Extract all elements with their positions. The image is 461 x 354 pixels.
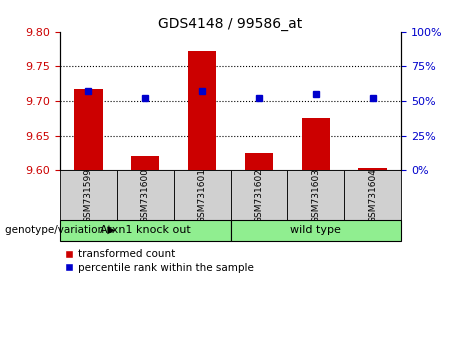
Legend: transformed count, percentile rank within the sample: transformed count, percentile rank withi… [65,250,254,273]
Text: Atxn1 knock out: Atxn1 knock out [100,225,190,235]
Bar [188,51,216,170]
Text: wild type: wild type [290,225,341,235]
Bar [117,170,174,220]
Bar [358,168,387,170]
Text: GSM731603: GSM731603 [311,167,320,223]
Title: GDS4148 / 99586_at: GDS4148 / 99586_at [159,17,302,31]
Bar [301,118,330,170]
Bar [60,170,117,220]
Text: GSM731602: GSM731602 [254,168,263,223]
Bar [174,170,230,220]
Text: GSM731599: GSM731599 [84,167,93,223]
Bar [344,170,401,220]
Text: GSM731604: GSM731604 [368,168,377,223]
Text: GSM731600: GSM731600 [141,167,150,223]
Bar [230,170,287,220]
Text: genotype/variation ▶: genotype/variation ▶ [5,225,115,235]
Bar [60,220,230,241]
Bar [131,156,160,170]
Bar [287,170,344,220]
Bar [230,220,401,241]
Bar [245,153,273,170]
Bar [74,88,102,170]
Text: GSM731601: GSM731601 [198,167,207,223]
